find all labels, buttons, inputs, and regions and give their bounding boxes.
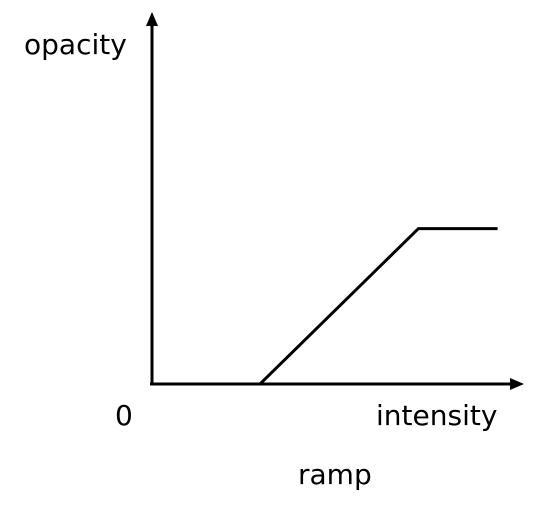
caption: ramp (298, 458, 372, 491)
x-axis-label: intensity (376, 399, 498, 432)
y-axis-arrowhead (146, 12, 158, 26)
x-axis-arrowhead (510, 378, 524, 390)
y-axis-label: opacity (24, 28, 127, 61)
ramp-line (152, 227, 498, 386)
origin-label: 0 (115, 399, 133, 432)
